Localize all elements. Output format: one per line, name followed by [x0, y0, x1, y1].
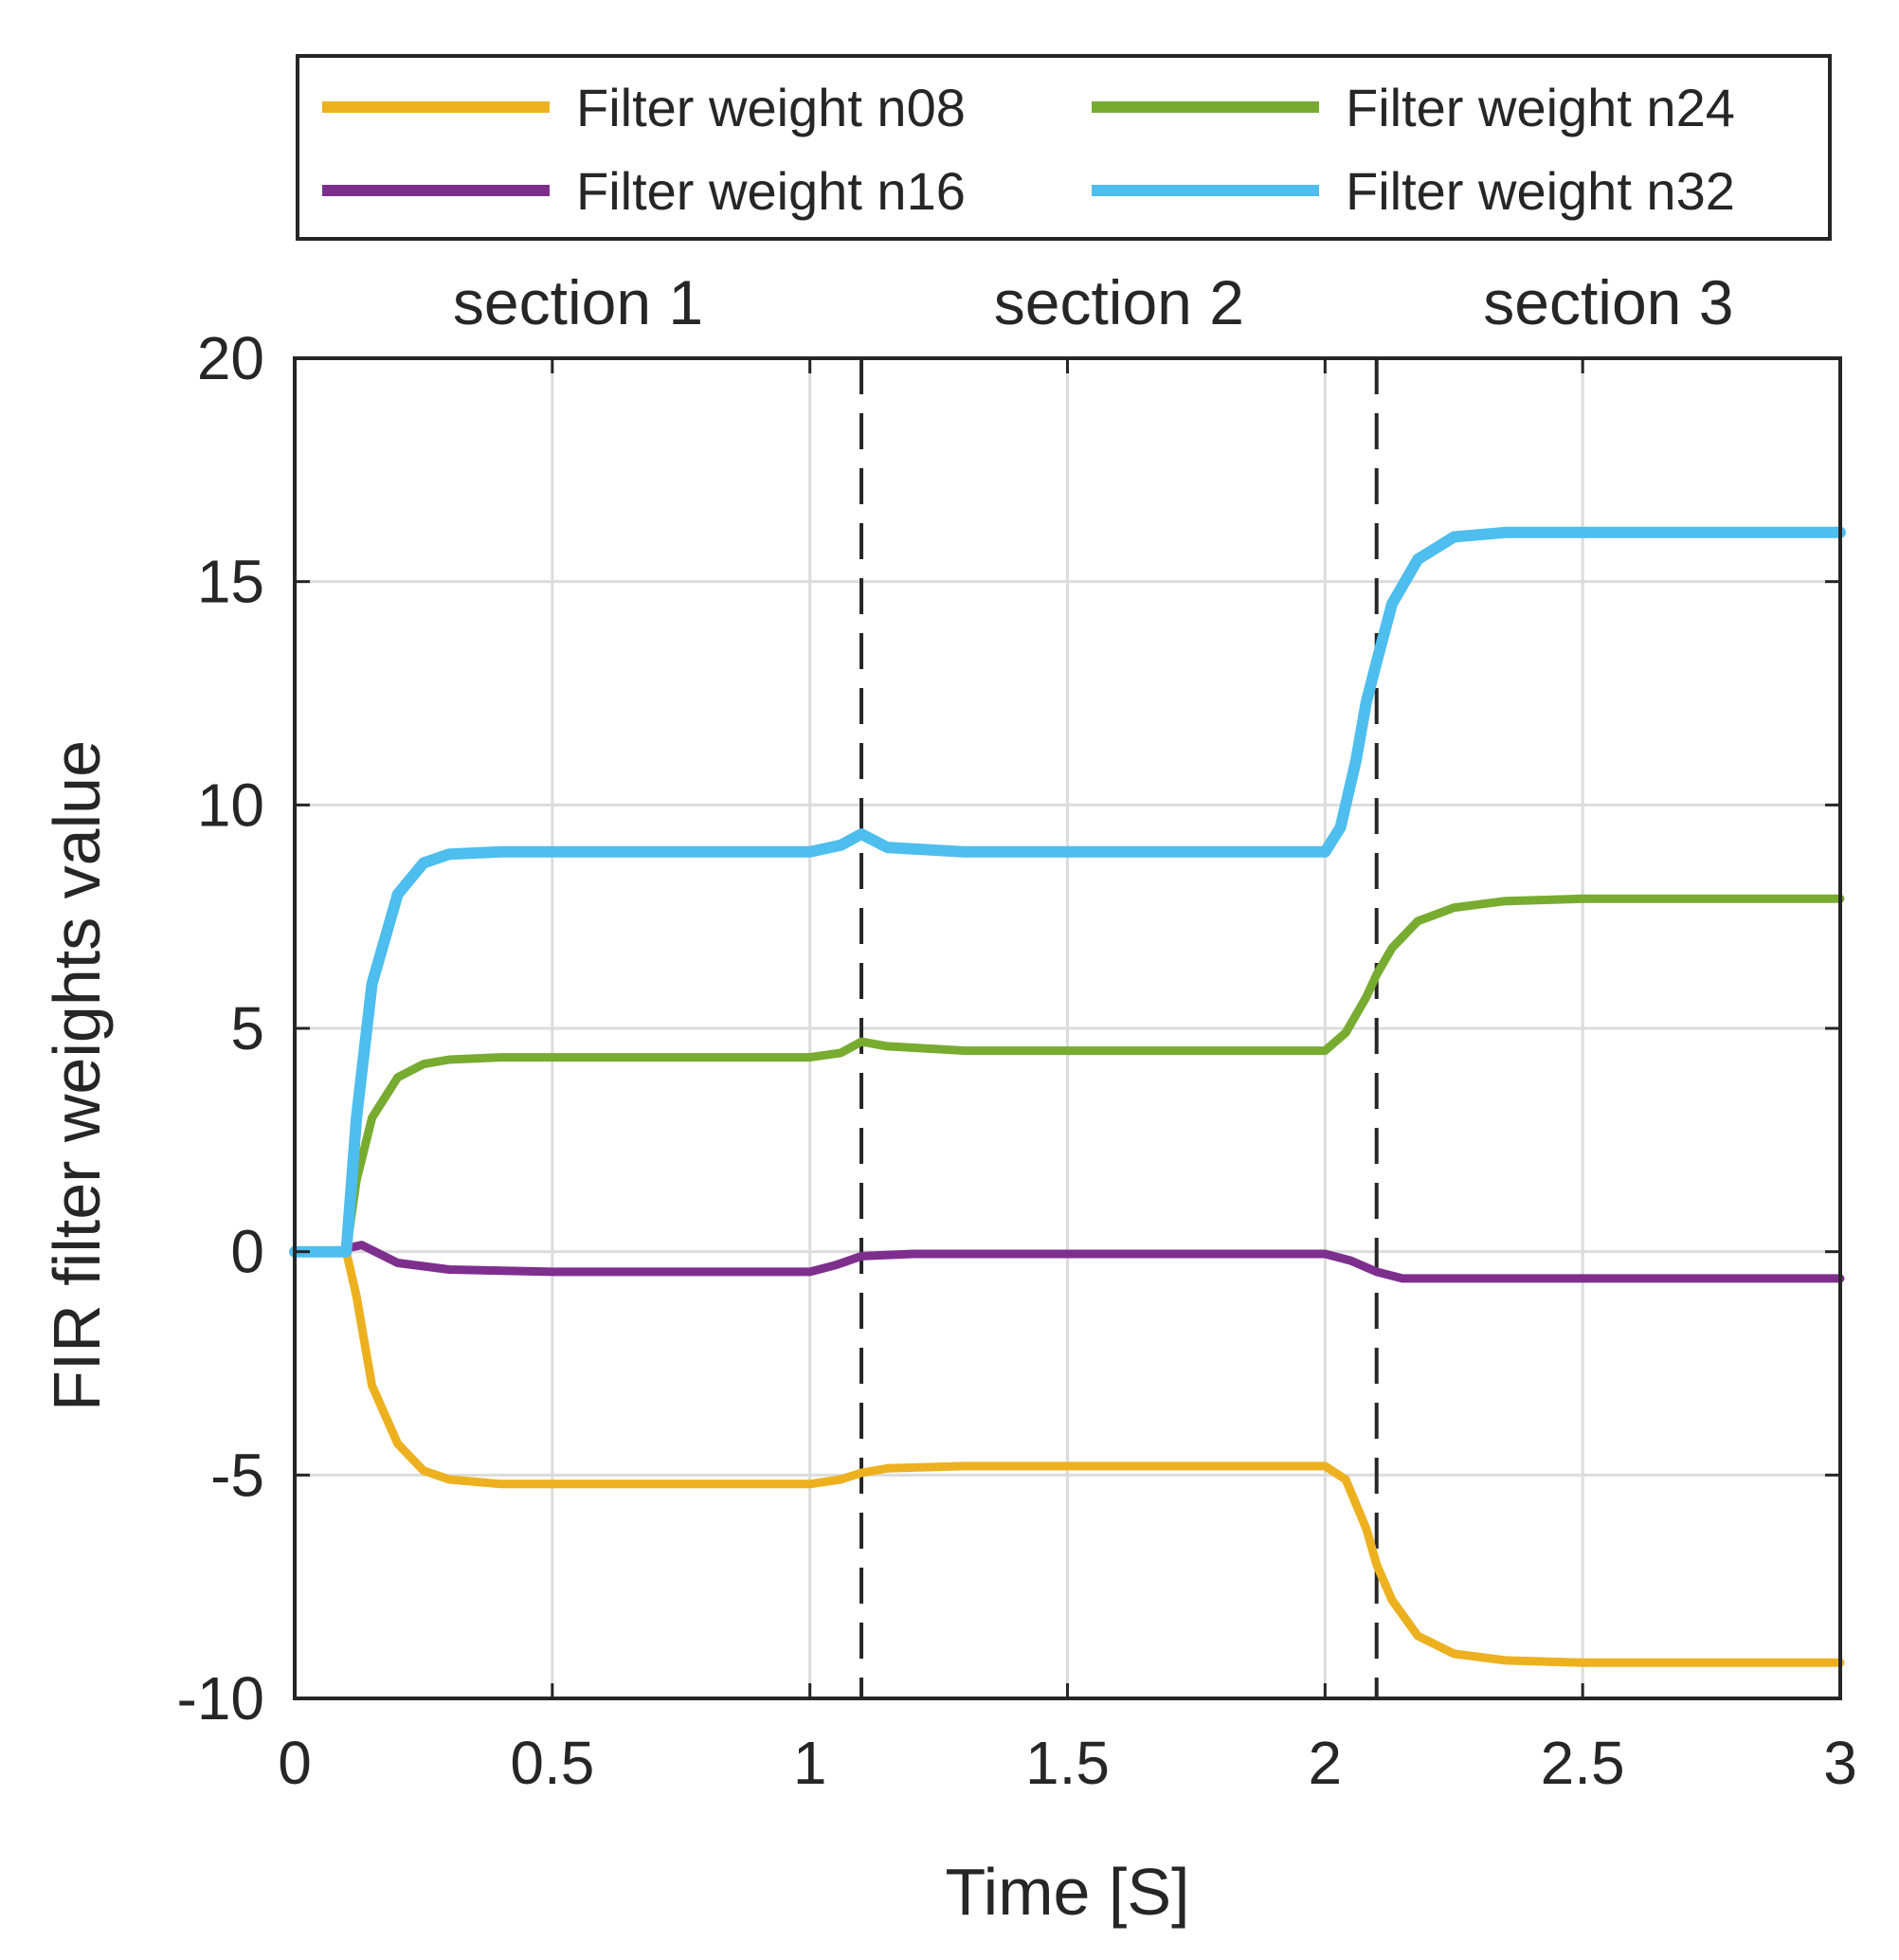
- y-tick-label: -10: [177, 1664, 265, 1733]
- y-tick-label: -5: [210, 1441, 264, 1509]
- y-tick-label: 10: [197, 771, 264, 839]
- legend-label: Filter weight n32: [1346, 161, 1735, 221]
- x-tick-label: 2: [1309, 1729, 1343, 1797]
- section-label: section 2: [994, 267, 1244, 337]
- grid: [295, 358, 1840, 1698]
- legend-box: [296, 54, 1832, 241]
- legend-label: Filter weight n16: [576, 161, 966, 221]
- section-labels: section 1 section 2 section 3: [453, 267, 1734, 337]
- y-tick-label: 5: [230, 994, 264, 1062]
- x-axis-label: Time [S]: [946, 1855, 1190, 1929]
- x-tick-label: 1.5: [1025, 1729, 1110, 1797]
- series-line-n08: [290, 1247, 1845, 1667]
- legend-label: Filter weight n08: [576, 78, 966, 137]
- y-tick-label: 20: [197, 324, 264, 392]
- legend-entries: Filter weight n08 Filter weight n16 Filter…: [322, 78, 1735, 221]
- y-tick-label: 0: [230, 1218, 264, 1286]
- tick-labels: 0 0.5 1 1.5 2 2.5 3 -10 -5 0 5 10 15 20: [177, 324, 1857, 1797]
- section-label: section 3: [1483, 267, 1733, 337]
- x-tick-label: 0: [278, 1729, 312, 1797]
- y-tick-label: 15: [197, 548, 264, 616]
- series-line-n32: [289, 526, 1846, 1258]
- legend-label: Filter weight n24: [1346, 78, 1735, 137]
- section-label: section 1: [453, 267, 703, 337]
- x-tick-label: 2.5: [1541, 1729, 1625, 1797]
- series-lines: [289, 526, 1846, 1667]
- axis-ticks: [293, 356, 1842, 1700]
- x-tick-label: 3: [1823, 1729, 1857, 1797]
- x-tick-label: 1: [793, 1729, 827, 1797]
- series-line-n16: [290, 1241, 1845, 1283]
- legend: Filter weight n08 Filter weight n16 Filter…: [296, 54, 1832, 241]
- x-tick-label: 0.5: [510, 1729, 594, 1797]
- series-line-n24: [290, 894, 1845, 1257]
- y-axis-label: FIR filter weights value: [40, 740, 114, 1411]
